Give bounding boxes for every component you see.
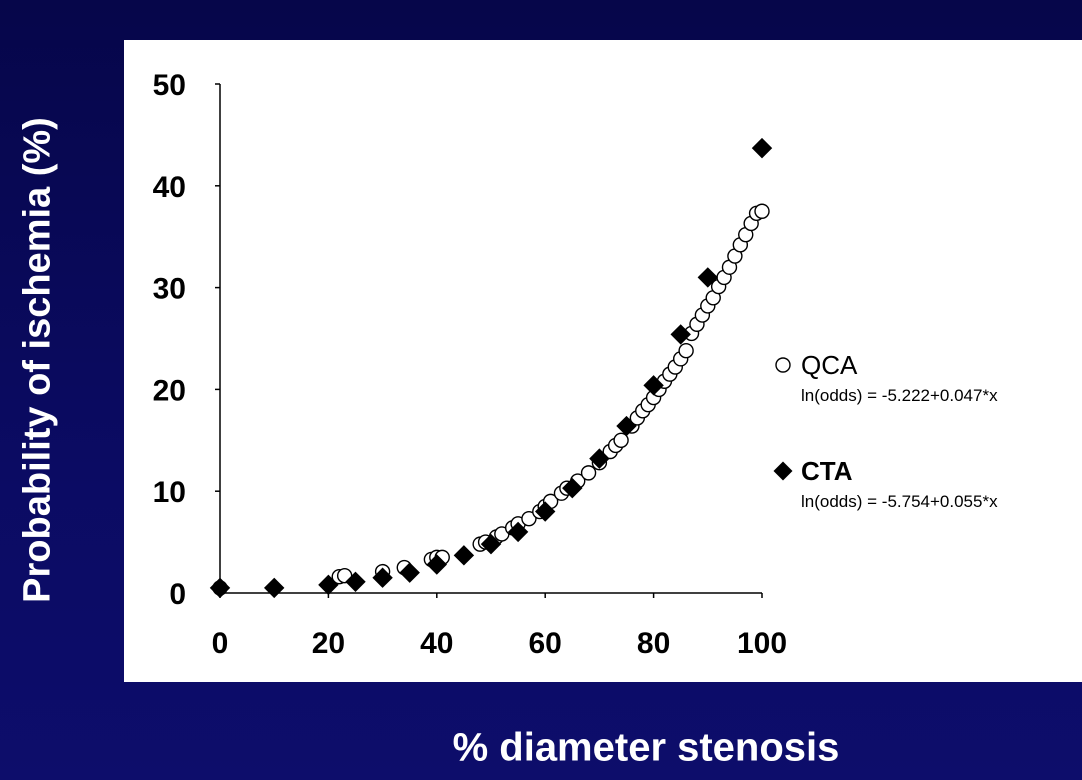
y-tick-label: 30 (153, 273, 186, 306)
x-tick-label: 100 (737, 627, 787, 660)
qca-point (613, 432, 629, 448)
legend-entry-cta: CTA ln(odds) = -5.754+0.055*x (773, 456, 998, 511)
cta-point (453, 545, 475, 566)
cta-point (507, 521, 529, 543)
scatter-chart: 0 10 20 30 40 50 0 20 40 60 80 100 QCA ln(odds) = -5… (153, 69, 998, 660)
y-tick-label: 40 (153, 171, 186, 204)
cta-point (399, 562, 420, 583)
data-points (209, 137, 773, 599)
y-tick-label: 0 (169, 578, 186, 611)
cta-point (318, 574, 339, 596)
cta-point (263, 577, 285, 599)
qca-point (521, 510, 537, 527)
qca-point (754, 203, 770, 219)
cta-point (670, 324, 691, 345)
legend-name-qca: QCA (801, 350, 858, 380)
cta-point (643, 375, 664, 396)
x-tick-label: 40 (420, 627, 453, 660)
y-tick-label: 20 (153, 374, 186, 407)
legend-equation-cta: ln(odds) = -5.754+0.055*x (801, 492, 998, 511)
legend-marker-qca (775, 357, 791, 373)
cta-point (372, 567, 393, 588)
x-tick-label: 0 (212, 627, 229, 660)
qca-point (678, 343, 694, 359)
legend: QCA ln(odds) = -5.222+0.047*x CTA ln(odds) … (773, 350, 998, 511)
x-axis-label: % diameter stenosis (452, 725, 840, 770)
tick-labels: 0 10 20 30 40 50 0 20 40 60 80 100 (153, 69, 787, 660)
qca-point (580, 465, 597, 481)
legend-name-cta: CTA (801, 456, 853, 486)
cta-point (345, 571, 366, 593)
cta-point (480, 533, 502, 555)
chart-panel: 0 10 20 30 40 50 0 20 40 60 80 100 QCA ln(odds) = -5… (124, 40, 1082, 682)
legend-equation-qca: ln(odds) = -5.222+0.047*x (801, 386, 998, 405)
cta-point (209, 577, 231, 599)
y-tick-label: 10 (153, 476, 186, 509)
cta-point (589, 448, 610, 469)
cta-point (616, 415, 637, 437)
cta-point (751, 137, 773, 159)
x-tick-label: 20 (312, 627, 345, 660)
cta-point (562, 477, 583, 499)
x-tick-label: 80 (637, 627, 670, 660)
legend-marker-cta (773, 461, 793, 481)
legend-entry-qca: QCA ln(odds) = -5.222+0.047*x (775, 350, 998, 405)
axes (215, 83, 763, 598)
cta-point (426, 554, 448, 575)
y-axis-label: Probability of ischemia (%) (16, 117, 59, 603)
y-tick-label: 50 (153, 69, 186, 102)
x-tick-label: 60 (529, 627, 562, 660)
cta-point (534, 501, 556, 522)
cta-point (697, 267, 719, 288)
